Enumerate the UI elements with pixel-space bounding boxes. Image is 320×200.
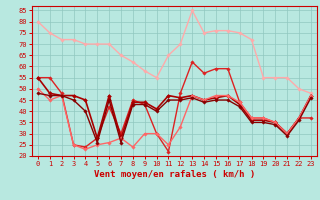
X-axis label: Vent moyen/en rafales ( km/h ): Vent moyen/en rafales ( km/h ) — [94, 170, 255, 179]
